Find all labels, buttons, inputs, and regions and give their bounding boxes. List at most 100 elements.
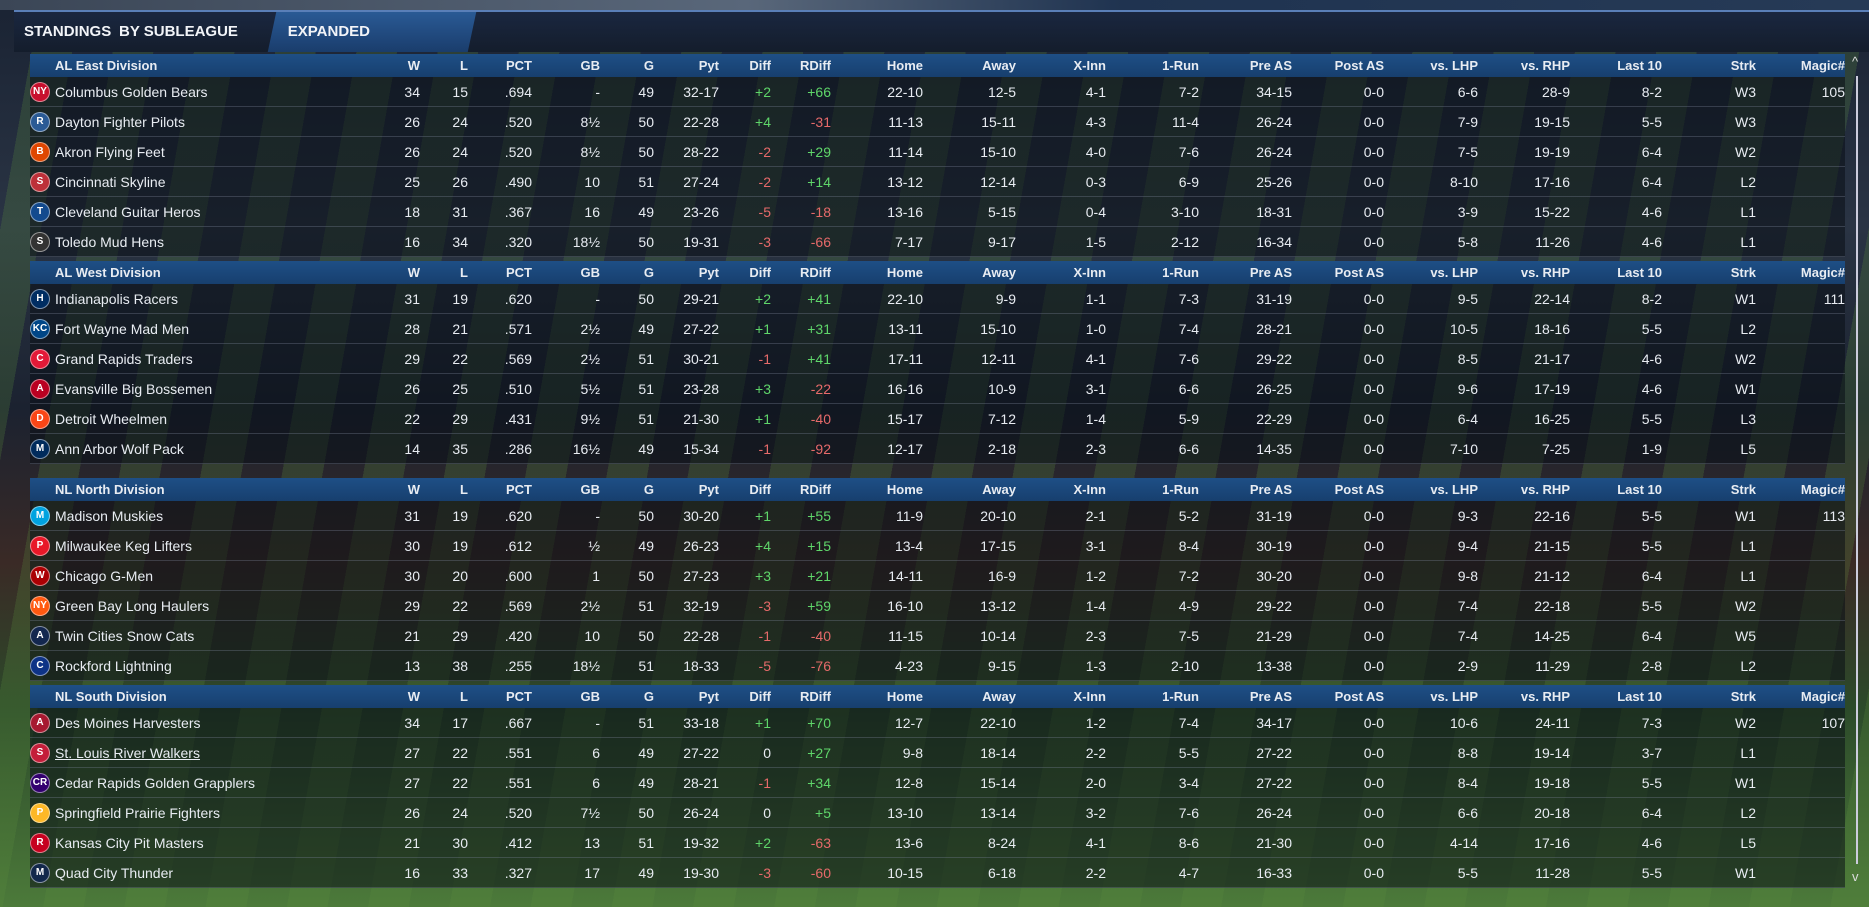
team-name-link[interactable]: Ann Arbor Wolf Pack xyxy=(55,440,184,457)
column-header-vs-rhp[interactable]: vs. RHP xyxy=(1520,482,1570,497)
table-row[interactable]: NY Columbus Golden Bears 34 15 .694 - 49 32-17 +… xyxy=(30,77,1845,107)
table-row[interactable]: M Ann Arbor Wolf Pack 14 35 .286 16½ 49 15-34 -1… xyxy=(30,434,1845,464)
column-header-post-as[interactable]: Post AS xyxy=(1334,58,1384,73)
column-header-last-10[interactable]: Last 10 xyxy=(1617,265,1662,280)
column-header-strk[interactable]: Strk xyxy=(1730,689,1756,704)
column-header-pyt[interactable]: Pyt xyxy=(698,689,719,704)
column-header-l[interactable]: L xyxy=(460,265,468,280)
column-header-gb[interactable]: GB xyxy=(580,482,601,497)
column-header-w[interactable]: W xyxy=(407,482,420,497)
table-row[interactable]: D Detroit Wheelmen 22 29 .431 9½ 51 21-30 +1 -40 1… xyxy=(30,404,1845,434)
column-header-1-run[interactable]: 1-Run xyxy=(1162,265,1199,280)
column-header-g[interactable]: G xyxy=(643,482,654,497)
scroll-up-icon[interactable]: ^ xyxy=(1852,54,1859,69)
scroll-down-icon[interactable]: v xyxy=(1852,869,1859,884)
column-header-diff[interactable]: Diff xyxy=(749,58,771,73)
column-header-pyt[interactable]: Pyt xyxy=(698,58,719,73)
table-row[interactable]: W Chicago G-Men 30 20 .600 1 50 27-23 +3 +21 14-11… xyxy=(30,561,1845,591)
column-header-home[interactable]: Home xyxy=(886,689,923,704)
column-header-strk[interactable]: Strk xyxy=(1730,482,1756,497)
team-name-link[interactable]: Toledo Mud Hens xyxy=(55,233,164,250)
column-header-last-10[interactable]: Last 10 xyxy=(1617,689,1662,704)
table-row[interactable]: A Des Moines Harvesters 34 17 .667 - 51 33-18 +1… xyxy=(30,708,1845,738)
column-header-pct[interactable]: PCT xyxy=(506,265,532,280)
table-row[interactable]: NY Green Bay Long Haulers 29 22 .569 2½ 51 32-1… xyxy=(30,591,1845,621)
column-header-strk[interactable]: Strk xyxy=(1730,265,1756,280)
column-header-vs-rhp[interactable]: vs. RHP xyxy=(1520,58,1570,73)
team-name-link[interactable]: Cincinnati Skyline xyxy=(55,173,166,190)
column-header-magic-[interactable]: Magic# xyxy=(1800,265,1845,280)
table-row[interactable]: C Grand Rapids Traders 29 22 .569 2½ 51 30-21 -1… xyxy=(30,344,1845,374)
team-name-link[interactable]: St. Louis River Walkers xyxy=(55,744,200,761)
column-header-diff[interactable]: Diff xyxy=(749,482,771,497)
table-row[interactable]: R Dayton Fighter Pilots 26 24 .520 8½ 50 22-28 +… xyxy=(30,107,1845,137)
table-row[interactable]: M Quad City Thunder 16 33 .327 17 49 19-30 -3 -60… xyxy=(30,858,1845,888)
table-row[interactable]: H Indianapolis Racers 31 19 .620 - 50 29-21 +2 +4… xyxy=(30,284,1845,314)
column-header-pyt[interactable]: Pyt xyxy=(698,265,719,280)
column-header-vs-lhp[interactable]: vs. LHP xyxy=(1430,689,1478,704)
team-name-link[interactable]: Evansville Big Bossemen xyxy=(55,380,213,397)
column-header-vs-rhp[interactable]: vs. RHP xyxy=(1520,265,1570,280)
column-header-vs-lhp[interactable]: vs. LHP xyxy=(1430,265,1478,280)
column-header-g[interactable]: G xyxy=(643,58,654,73)
column-header-1-run[interactable]: 1-Run xyxy=(1162,482,1199,497)
column-header-x-inn[interactable]: X-Inn xyxy=(1073,265,1107,280)
team-name-link[interactable]: Columbus Golden Bears xyxy=(55,83,208,100)
column-header-magic-[interactable]: Magic# xyxy=(1800,58,1845,73)
column-header-diff[interactable]: Diff xyxy=(749,689,771,704)
team-name-link[interactable]: Dayton Fighter Pilots xyxy=(55,113,185,130)
column-header-away[interactable]: Away xyxy=(982,482,1016,497)
table-row[interactable]: T Cleveland Guitar Heros 18 31 .367 16 49 23-26… xyxy=(30,197,1845,227)
tab-expanded-standings[interactable]: EXPANDED STANDINGS xyxy=(267,12,477,80)
column-header-x-inn[interactable]: X-Inn xyxy=(1073,689,1107,704)
column-header-pct[interactable]: PCT xyxy=(506,689,532,704)
table-row[interactable]: A Evansville Big Bossemen 26 25 .510 5½ 51 23-2… xyxy=(30,374,1845,404)
column-header-gb[interactable]: GB xyxy=(580,58,601,73)
table-row[interactable]: P Milwaukee Keg Lifters 30 19 .612 ½ 49 26-23 +4… xyxy=(30,531,1845,561)
team-name-link[interactable]: Quad City Thunder xyxy=(55,864,174,881)
column-header-pre-as[interactable]: Pre AS xyxy=(1249,58,1292,73)
column-header-x-inn[interactable]: X-Inn xyxy=(1073,58,1107,73)
scrollbar[interactable]: ^ v xyxy=(1849,54,1865,884)
team-name-link[interactable]: Cleveland Guitar Heros xyxy=(55,203,201,220)
column-header-away[interactable]: Away xyxy=(982,58,1016,73)
table-row[interactable]: B Akron Flying Feet 26 24 .520 8½ 50 28-22 -2 +29… xyxy=(30,137,1845,167)
column-header-away[interactable]: Away xyxy=(982,689,1016,704)
column-header-home[interactable]: Home xyxy=(886,58,923,73)
column-header-vs-lhp[interactable]: vs. LHP xyxy=(1430,58,1478,73)
column-header-g[interactable]: G xyxy=(643,689,654,704)
team-name-link[interactable]: Detroit Wheelmen xyxy=(55,410,168,427)
table-row[interactable]: S Cincinnati Skyline 25 26 .490 10 51 27-24 -2 +1… xyxy=(30,167,1845,197)
column-header-post-as[interactable]: Post AS xyxy=(1334,482,1384,497)
column-header-home[interactable]: Home xyxy=(886,482,923,497)
team-name-link[interactable]: Chicago G-Men xyxy=(55,567,154,584)
team-name-link[interactable]: Rockford Lightning xyxy=(55,657,172,674)
tab-by-subleague[interactable]: BY SUBLEAGUE xyxy=(109,12,248,52)
table-row[interactable]: C Rockford Lightning 13 38 .255 18½ 51 18-33 -5 -… xyxy=(30,651,1845,681)
team-name-link[interactable]: Fort Wayne Mad Men xyxy=(55,320,190,337)
column-header-pct[interactable]: PCT xyxy=(506,58,532,73)
column-header-home[interactable]: Home xyxy=(886,265,923,280)
team-name-link[interactable]: Springfield Prairie Fighters xyxy=(55,804,220,821)
column-header-gb[interactable]: GB xyxy=(580,265,601,280)
table-row[interactable]: S St. Louis River Walkers 27 22 .551 6 49 27-22… xyxy=(30,738,1845,768)
team-name-link[interactable]: Madison Muskies xyxy=(55,507,164,524)
column-header-w[interactable]: W xyxy=(407,689,420,704)
column-header-strk[interactable]: Strk xyxy=(1730,58,1756,73)
column-header-rdiff[interactable]: RDiff xyxy=(799,265,831,280)
column-header-l[interactable]: L xyxy=(460,482,468,497)
column-header-l[interactable]: L xyxy=(460,689,468,704)
column-header-last-10[interactable]: Last 10 xyxy=(1617,482,1662,497)
column-header-1-run[interactable]: 1-Run xyxy=(1162,689,1199,704)
table-row[interactable]: KC Fort Wayne Mad Men 28 21 .571 2½ 49 27-22 +1 +… xyxy=(30,314,1845,344)
team-name-link[interactable]: Indianapolis Racers xyxy=(55,290,178,307)
column-header-l[interactable]: L xyxy=(460,58,468,73)
team-name-link[interactable]: Akron Flying Feet xyxy=(55,143,165,160)
table-row[interactable]: P Springfield Prairie Fighters 26 24 .520 7½ 5… xyxy=(30,798,1845,828)
column-header-w[interactable]: W xyxy=(407,265,420,280)
column-header-w[interactable]: W xyxy=(407,58,420,73)
column-header-rdiff[interactable]: RDiff xyxy=(799,58,831,73)
column-header-last-10[interactable]: Last 10 xyxy=(1617,58,1662,73)
table-row[interactable]: R Kansas City Pit Masters 21 30 .412 13 51 19-3… xyxy=(30,828,1845,858)
column-header-gb[interactable]: GB xyxy=(580,689,601,704)
